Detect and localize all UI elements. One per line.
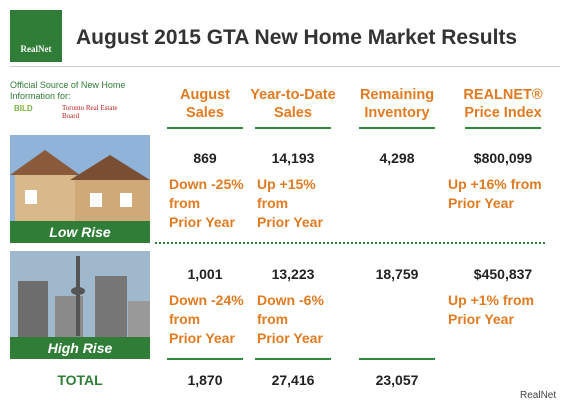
total-underline bbox=[255, 358, 331, 360]
cell-value: 869 bbox=[193, 150, 217, 166]
total-label: TOTAL bbox=[57, 372, 103, 388]
total-value: 27,416 bbox=[271, 372, 315, 388]
cell-change: Up +15% from Prior Year bbox=[257, 176, 323, 230]
credit: RealNet bbox=[520, 390, 557, 401]
total-underline bbox=[359, 358, 435, 360]
cell-value: 13,223 bbox=[271, 266, 315, 282]
cell-change: Down -25% from Prior Year bbox=[169, 176, 244, 230]
cell-change: Up +16% from Prior Year bbox=[448, 176, 542, 211]
row-illustration bbox=[10, 150, 150, 225]
cell-change: Down -6% from Prior Year bbox=[257, 292, 324, 346]
header-underline bbox=[167, 127, 243, 129]
column-header: August Sales bbox=[180, 87, 230, 121]
total-underline bbox=[167, 358, 243, 360]
cell-change: Up +1% from Prior Year bbox=[448, 292, 534, 327]
row-separator bbox=[155, 242, 545, 244]
header-underline bbox=[359, 127, 435, 129]
cell-value: 18,759 bbox=[375, 266, 419, 282]
logo-box: RealNet bbox=[10, 10, 62, 62]
title: August 2015 GTA New Home Market Results bbox=[76, 26, 518, 49]
logo-bild: BILD bbox=[14, 104, 33, 113]
header-underline bbox=[465, 127, 541, 129]
logo-text: RealNet bbox=[20, 44, 52, 54]
column-header: Remaining Inventory bbox=[359, 87, 435, 121]
total-value: 1,870 bbox=[187, 372, 223, 388]
logo-treb: Toronto Real Estate Board bbox=[62, 104, 118, 120]
divider bbox=[10, 66, 560, 67]
row-label: High Rise bbox=[10, 337, 150, 359]
row-label: Low Rise bbox=[10, 221, 150, 243]
row-image: Low Rise bbox=[10, 135, 150, 243]
column-header: REALNET® Price Index bbox=[463, 87, 543, 121]
cell-value: $800,099 bbox=[473, 150, 533, 166]
total-value: 23,057 bbox=[375, 372, 419, 388]
cell-value: 14,193 bbox=[271, 150, 315, 166]
row-image: High Rise bbox=[10, 251, 150, 359]
cell-value: 4,298 bbox=[379, 150, 415, 166]
cell-value: $450,837 bbox=[473, 266, 533, 282]
cell-value: 1,001 bbox=[187, 266, 223, 282]
source-note: Official Source of New Home Information … bbox=[10, 80, 126, 101]
column-header: Year-to-Date Sales bbox=[250, 87, 336, 121]
cell-change: Down -24% from Prior Year bbox=[169, 292, 244, 346]
header-underline bbox=[255, 127, 331, 129]
